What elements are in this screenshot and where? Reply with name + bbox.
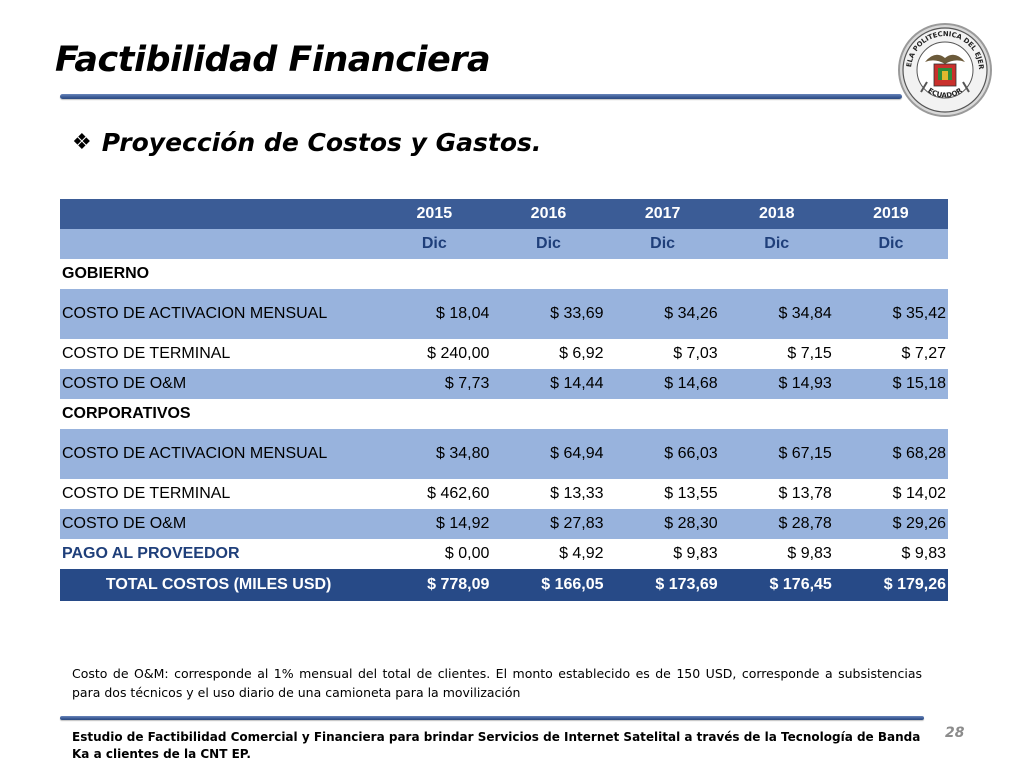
empty-cell: [491, 399, 606, 429]
value-cell: $ 13,78: [719, 479, 834, 509]
month-header: Dic: [605, 229, 720, 259]
value-cell: $ 14,02: [833, 479, 948, 509]
value-cell: $ 64,94: [491, 429, 606, 479]
value-cell: $ 33,69: [491, 289, 606, 339]
value-cell: $ 14,44: [491, 369, 606, 399]
empty-cell: [719, 399, 834, 429]
value-cell: $ 7,15: [719, 339, 834, 369]
value-cell: $ 7,73: [377, 369, 492, 399]
value-cell: $ 13,55: [605, 479, 720, 509]
value-cell: $ 34,84: [719, 289, 834, 339]
empty-cell: [491, 259, 606, 289]
total-row: TOTAL COSTOS (MILES USD) $ 778,09 $ 166,05…: [60, 569, 948, 601]
slide-title: Factibilidad Financiera: [55, 40, 491, 80]
value-cell: $ 7,03: [605, 339, 720, 369]
table-row: COSTO DE ACTIVACION MENSUAL $ 18,04 $ 33,6…: [60, 289, 948, 339]
row-label: COSTO DE ACTIVACION MENSUAL: [60, 429, 378, 479]
table-row: COSTO DE TERMINAL $ 462,60 $ 13,33 $ 13,55 $…: [60, 479, 948, 509]
row-label: COSTO DE ACTIVACION MENSUAL: [60, 289, 378, 339]
value-cell: $ 6,92: [491, 339, 606, 369]
title-underline: [60, 94, 902, 99]
year-header: 2019: [833, 199, 948, 229]
empty-cell: [377, 259, 492, 289]
section-label: CORPORATIVOS: [60, 399, 378, 429]
value-cell: $ 0,00: [377, 539, 492, 569]
month-header: Dic: [833, 229, 948, 259]
value-cell: $ 9,83: [605, 539, 720, 569]
slide-subtitle: ❖ Proyección de Costos y Gastos.: [72, 128, 541, 157]
section-row: CORPORATIVOS: [60, 399, 948, 429]
empty-cell: [605, 259, 720, 289]
value-cell: $ 28,30: [605, 509, 720, 539]
total-label: TOTAL COSTOS (MILES USD): [60, 569, 378, 601]
om-cost-note: Costo de O&M: corresponde al 1% mensual …: [72, 666, 922, 700]
page-number: 28: [945, 725, 965, 741]
value-cell: $ 67,15: [719, 429, 834, 479]
value-cell: $ 9,83: [833, 539, 948, 569]
section-row: GOBIERNO: [60, 259, 948, 289]
header-corner: [60, 229, 378, 259]
table-row: COSTO DE O&M $ 14,92 $ 27,83 $ 28,30 $ 28,78…: [60, 509, 948, 539]
total-value-cell: $ 176,45: [719, 569, 834, 601]
value-cell: $ 29,26: [833, 509, 948, 539]
empty-cell: [377, 399, 492, 429]
total-value-cell: $ 179,26: [833, 569, 948, 601]
value-cell: $ 27,83: [491, 509, 606, 539]
value-cell: $ 68,28: [833, 429, 948, 479]
row-label: COSTO DE TERMINAL: [60, 479, 378, 509]
subtitle-text: Proyección de Costos y Gastos.: [101, 128, 542, 157]
value-cell: $ 28,78: [719, 509, 834, 539]
header-corner: [60, 199, 378, 229]
empty-cell: [719, 259, 834, 289]
value-cell: $ 4,92: [491, 539, 606, 569]
value-cell: $ 34,26: [605, 289, 720, 339]
year-header: 2016: [491, 199, 606, 229]
value-cell: $ 66,03: [605, 429, 720, 479]
pago-proveedor-row: PAGO AL PROVEEDOR $ 0,00 $ 4,92 $ 9,83 $ 9,8…: [60, 539, 948, 569]
empty-cell: [833, 399, 948, 429]
table-row: COSTO DE TERMINAL $ 240,00 $ 6,92 $ 7,03 $ 7…: [60, 339, 948, 369]
table-row: COSTO DE ACTIVACION MENSUAL $ 34,80 $ 64,9…: [60, 429, 948, 479]
header-row-months: Dic Dic Dic Dic Dic: [60, 229, 948, 259]
empty-cell: [605, 399, 720, 429]
value-cell: $ 13,33: [491, 479, 606, 509]
header-row-years: 2015 2016 2017 2018 2019: [60, 199, 948, 229]
value-cell: $ 240,00: [377, 339, 492, 369]
value-cell: $ 34,80: [377, 429, 492, 479]
total-value-cell: $ 173,69: [605, 569, 720, 601]
section-label: GOBIERNO: [60, 259, 378, 289]
total-value-cell: $ 778,09: [377, 569, 492, 601]
value-cell: $ 462,60: [377, 479, 492, 509]
footer-text: Estudio de Factibilidad Comercial y Fina…: [72, 730, 921, 761]
row-label: COSTO DE O&M: [60, 509, 378, 539]
year-header: 2017: [605, 199, 720, 229]
year-header: 2015: [377, 199, 492, 229]
value-cell: $ 9,83: [719, 539, 834, 569]
month-header: Dic: [491, 229, 606, 259]
value-cell: $ 18,04: [377, 289, 492, 339]
month-header: Dic: [719, 229, 834, 259]
value-cell: $ 14,68: [605, 369, 720, 399]
row-label: COSTO DE TERMINAL: [60, 339, 378, 369]
value-cell: $ 15,18: [833, 369, 948, 399]
row-label: PAGO AL PROVEEDOR: [60, 539, 378, 569]
total-value-cell: $ 166,05: [491, 569, 606, 601]
cost-projection-table: 2015 2016 2017 2018 2019 Dic Dic Dic Dic Dic GOBIE…: [60, 199, 948, 601]
diamond-bullet-icon: ❖: [72, 130, 92, 155]
year-header: 2018: [719, 199, 834, 229]
month-header: Dic: [377, 229, 492, 259]
value-cell: $ 14,93: [719, 369, 834, 399]
value-cell: $ 7,27: [833, 339, 948, 369]
footer-divider: [60, 716, 924, 720]
school-seal-logo: ESCUELA POLITECNICA DEL EJERCITO ECUADOR: [897, 22, 992, 117]
row-label: COSTO DE O&M: [60, 369, 378, 399]
table-row: COSTO DE O&M $ 7,73 $ 14,44 $ 14,68 $ 14,93 $…: [60, 369, 948, 399]
empty-cell: [833, 259, 948, 289]
value-cell: $ 14,92: [377, 509, 492, 539]
value-cell: $ 35,42: [833, 289, 948, 339]
